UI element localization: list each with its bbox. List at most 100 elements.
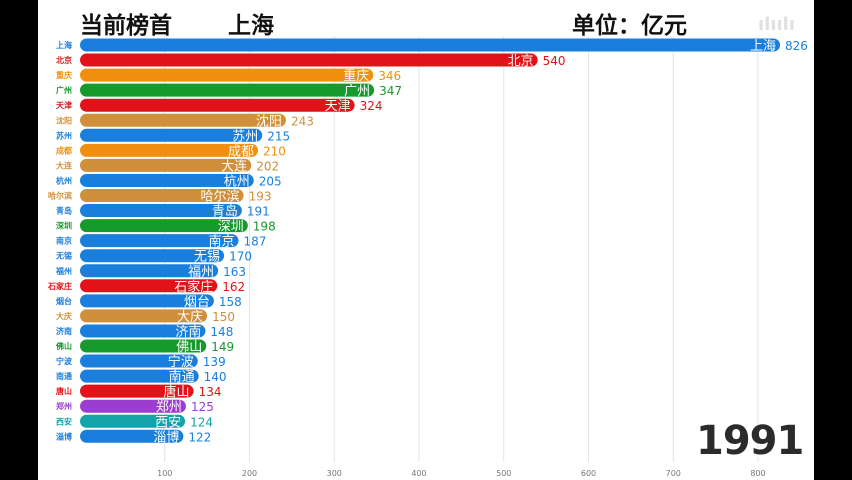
value-label: 826 [785,39,808,53]
year-label: 1991 [696,418,804,464]
city-label: 烟台 [56,296,72,306]
bar-city-label: 上海 [750,39,776,54]
city-label: 沈阳 [56,115,72,125]
bar-福州 [80,264,219,278]
bar-city-label: 成都 [228,144,254,159]
bar-city-label: 哈尔滨 [201,189,240,205]
bar-city-label: 福州 [188,265,214,280]
value-label: 215 [267,129,290,143]
bar-重庆 [80,68,374,82]
value-label: 163 [223,265,246,279]
city-label: 淄博 [56,431,72,441]
bar-city-label: 济南 [175,324,201,340]
city-label: 石家庄 [47,281,72,291]
bar-city-label: 沈阳 [256,114,282,129]
city-label: 南京 [56,236,72,246]
value-label: 187 [243,235,266,249]
bar-天津 [80,98,355,112]
bar-郑州 [80,399,186,413]
city-label: 杭州 [56,175,72,185]
bar-上海 [80,38,781,52]
value-label: 158 [219,295,242,309]
bar-city-label: 广州 [344,84,370,99]
bar-沈阳 [80,113,286,127]
x-tick-label: 400 [411,469,426,478]
value-label: 125 [191,400,214,414]
value-label: 243 [291,114,314,128]
city-label: 佛山 [55,341,72,351]
bar-city-label: 天津 [325,99,351,114]
value-label: 140 [204,370,227,384]
value-label: 148 [210,325,233,339]
value-label: 134 [199,385,222,399]
bar-杭州 [80,173,254,187]
bar-宁波 [80,354,198,368]
city-label: 南通 [56,371,72,381]
x-tick-label: 300 [327,469,342,478]
bar-city-label: 大庆 [177,310,203,325]
value-label: 149 [211,340,234,354]
bar-南通 [80,369,199,383]
x-tick-label: 800 [750,469,765,478]
bar-city-label: 南通 [169,369,195,385]
bar-city-label: 西安 [155,415,181,430]
value-label: 346 [378,69,401,83]
x-tick-label: 100 [157,469,172,478]
value-label: 347 [379,84,402,98]
bar-city-label: 深圳 [218,220,244,235]
city-label: 上海 [56,40,72,50]
bar-唐山 [80,384,194,398]
bar-苏州 [80,128,263,142]
city-label: 哈尔滨 [48,191,72,201]
bar-city-label: 青岛 [212,204,238,220]
bar-成都 [80,143,258,157]
bar-city-label: 佛山 [176,340,202,355]
city-label: 唐山 [56,386,72,396]
bar-广州 [80,83,375,97]
city-label: 成都 [56,145,72,155]
watermark-logo: ılıılı [758,14,796,35]
x-tick-label: 500 [496,469,511,478]
bar-南京 [80,234,239,248]
bar-济南 [80,324,206,338]
value-label: 139 [203,355,226,369]
bar-哈尔滨 [80,189,244,202]
bar-青岛 [80,204,242,218]
bar-大庆 [80,309,208,323]
city-label: 苏州 [56,130,72,140]
bar-北京 [80,53,538,67]
bar-city-label: 宁波 [168,354,194,370]
x-tick-label: 200 [242,469,257,478]
bar-city-label: 淄博 [153,430,179,445]
chart-frame: 当前榜首 上海 单位：亿元 ılıılı 100 200 300 400 500 600 7… [38,0,814,480]
x-tick-label: 600 [581,469,596,478]
bar-city-label: 重庆 [343,68,369,84]
bar-city-label: 无锡 [194,250,220,265]
city-label: 重庆 [56,70,72,80]
bar-烟台 [80,294,214,308]
value-label: 191 [247,205,270,219]
bar-深圳 [80,219,248,233]
city-label: 宁波 [56,356,73,366]
value-label: 324 [360,99,383,113]
unit-label: 单位：亿元 [572,13,687,39]
bar-石家庄 [80,279,218,293]
value-label: 205 [259,174,282,188]
bar-city-label: 杭州 [224,174,250,189]
leader-city: 上海 [228,13,274,39]
city-label: 西安 [56,416,72,426]
value-label: 210 [263,144,286,158]
city-label: 北京 [56,55,72,65]
x-tick-label: 700 [666,469,681,478]
value-label: 170 [229,250,252,264]
bar-city-label: 烟台 [184,295,210,310]
bar-city-label: 苏州 [232,128,258,144]
bar-大连 [80,158,252,172]
city-label: 青岛 [56,206,72,216]
bar-佛山 [80,339,207,353]
value-label: 540 [543,54,566,68]
value-label: 198 [253,220,276,234]
bar-city-label: 南京 [208,234,234,250]
value-label: 150 [212,310,235,324]
city-label: 大庆 [56,311,72,321]
